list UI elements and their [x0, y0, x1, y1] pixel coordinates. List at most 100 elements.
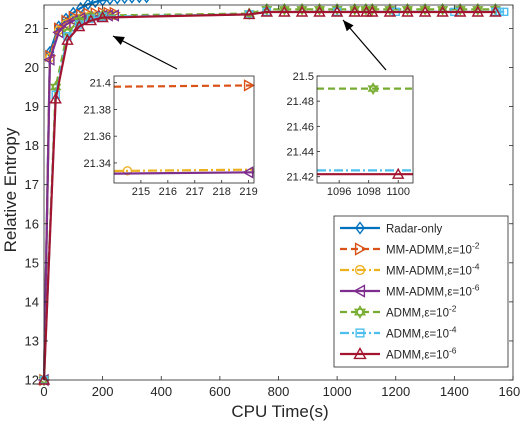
y-tick-label: 21: [25, 21, 39, 36]
legend-label-exponent: -2: [449, 304, 457, 314]
data-point: [96, 11, 109, 23]
inset-x-tick-label: 1096: [327, 186, 351, 198]
zoom-arrow-line: [112, 35, 178, 70]
inset-series-1: [113, 79, 256, 92]
inset-y-tick-label: 21.38: [83, 104, 111, 116]
data-point: [49, 92, 62, 104]
data-point: [90, 0, 100, 9]
data-point: [383, 5, 397, 17]
legend-swatch-marker: [355, 221, 365, 235]
data-point: [471, 5, 484, 17]
x-tick-label: 400: [150, 384, 172, 399]
data-point: [52, 26, 64, 39]
legend-label-text: MM-ADMM,ε=10: [386, 287, 472, 299]
inset-data-point: [367, 82, 379, 95]
x-tick-label: 800: [268, 384, 290, 399]
inset-series-line: [113, 168, 255, 173]
inset-y-tick-label: 21.42: [286, 172, 314, 184]
data-point: [330, 5, 344, 17]
legend-entry: ADMM,ε=10-4: [340, 325, 457, 341]
inset-1: 215 216 217 218 219 21.34 21.36 21.38 21.4: [83, 35, 258, 198]
legend-entry: MM-ADMM,ε=10-4: [340, 262, 480, 278]
data-point: [136, 0, 142, 4]
inset-plot-area: [317, 76, 413, 183]
x-tick-label: 1000: [323, 384, 352, 399]
data-point: [313, 5, 326, 17]
data-point: [489, 5, 502, 17]
legend-entry: ADMM,ε=10-2: [340, 304, 457, 320]
y-tick-label: 13: [25, 333, 39, 348]
data-point: [436, 5, 449, 17]
data-point: [73, 20, 86, 32]
data-point: [144, 0, 150, 4]
data-point: [43, 53, 55, 66]
legend-label-exponent: -6: [472, 283, 480, 293]
main-axes: 0 200 400 600 800 1000 1200 1400 1600 12 13 14 15 16 1…: [25, 4, 520, 399]
legend-label-text: MM-ADMM,ε=10: [386, 245, 472, 257]
legend-label-exponent: -6: [449, 346, 457, 356]
inset-y-tick-label: 21.44: [286, 147, 314, 159]
data-point: [59, 18, 71, 31]
legend-swatch-marker: [355, 328, 365, 338]
inset-data-point: [243, 79, 256, 92]
data-point: [129, 0, 135, 4]
data-point: [500, 7, 509, 17]
legend-label: MM-ADMM,ε=10-4: [386, 262, 480, 278]
inset-series-2: [113, 166, 255, 176]
data-point: [84, 14, 98, 26]
legend-swatch-marker: [353, 284, 366, 298]
legend-label: MM-ADMM,ε=10-6: [386, 283, 480, 299]
zoom-arrow-head: [113, 36, 125, 46]
inset-x-tick-label: 1098: [356, 186, 380, 198]
data-point: [360, 5, 373, 17]
legend-swatch-marker: [354, 264, 366, 276]
data-point: [73, 14, 85, 27]
inset-data-point: [122, 166, 133, 176]
data-point: [366, 5, 379, 17]
x-tick-label: 0: [40, 384, 47, 399]
legend-entry: ADMM,ε=10-6: [340, 346, 457, 362]
data-point: [260, 5, 273, 17]
inset-y-tick-label: 21.48: [286, 96, 314, 108]
inset-data-point: [242, 166, 254, 179]
legend-label-exponent: -4: [449, 325, 457, 335]
legend-label-text: ADMM,ε=10: [386, 350, 449, 362]
y-tick-label: 19: [25, 99, 39, 114]
legend-swatch-marker: [354, 242, 367, 256]
inset-frame: [316, 75, 414, 184]
x-tick-label: 1200: [381, 384, 410, 399]
inset-plot-area: [114, 76, 254, 183]
inset-y-tick-label: 21.34: [83, 158, 111, 170]
y-tick-label: 14: [25, 294, 39, 309]
y-tick-label: 17: [25, 177, 39, 192]
legend-label: MM-ADMM,ε=10-2: [386, 241, 480, 257]
legend-label: ADMM,ε=10-2: [386, 304, 457, 320]
x-tick-label: 1400: [440, 384, 469, 399]
legend-label-text: ADMM,ε=10: [386, 329, 449, 341]
y-tick-label: 16: [25, 216, 39, 231]
data-point: [348, 5, 361, 17]
inset-series-line: [113, 171, 255, 175]
x-tick-label: 600: [209, 384, 231, 399]
legend-label: ADMM,ε=10-6: [386, 346, 457, 362]
legend-label-text: Radar-only: [386, 224, 442, 236]
data-point: [401, 5, 414, 17]
series-line: [42, 10, 496, 381]
inset-y-tick-label: 21.4: [90, 78, 111, 90]
legend-label-text: ADMM,ε=10: [386, 308, 449, 320]
data-point: [113, 0, 121, 5]
legend: Radar-onlyMM-ADMM,ε=10-2MM-ADMM,ε=10-4MM…: [333, 215, 509, 368]
y-tick-label: 18: [25, 138, 39, 153]
x-axis-label: CPU Time(s): [231, 402, 328, 421]
data-point: [295, 5, 309, 17]
legend-swatch-marker: [353, 305, 367, 319]
legend-entry: MM-ADMM,ε=10-2: [340, 241, 480, 257]
legend-entry: MM-ADMM,ε=10-6: [340, 283, 480, 299]
series-line: [42, 8, 496, 381]
inset-y-tick-label: 21.36: [83, 131, 111, 143]
legend-label-exponent: -2: [472, 241, 480, 251]
legend-label: ADMM,ε=10-4: [386, 325, 457, 341]
data-point: [83, 0, 93, 11]
data-point: [418, 5, 432, 17]
